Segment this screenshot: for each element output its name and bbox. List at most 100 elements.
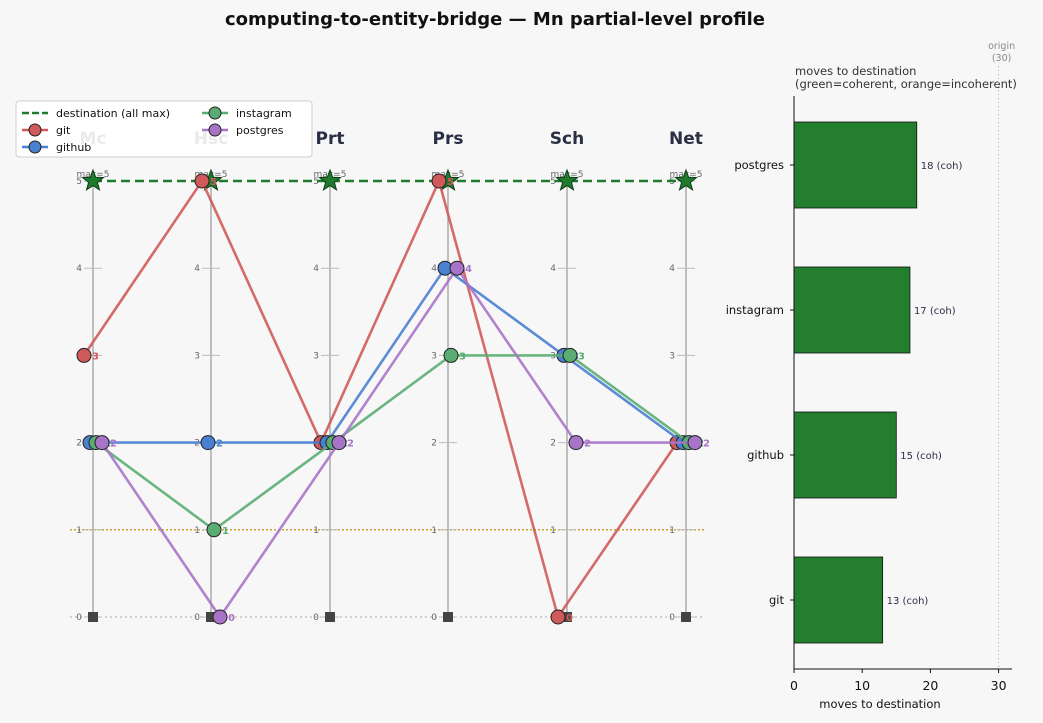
series-point-postgres: [94, 435, 110, 451]
series-value-label: 2: [216, 439, 223, 450]
series-line-postgres: [100, 265, 695, 620]
axis-tick-label: 4: [313, 264, 319, 274]
bar-x-tick-label: 20: [922, 678, 938, 693]
destination-star: [674, 168, 698, 192]
axis-tick-label: 5: [313, 177, 319, 187]
axis-tick-label: 1: [76, 526, 82, 536]
axis-tick-label: 5: [76, 177, 82, 187]
bar-category-label: postgres: [734, 158, 784, 172]
axis-tick-label: 4: [431, 264, 437, 274]
axis-tick-label: 4: [194, 264, 200, 274]
series-line-instagram: [95, 354, 690, 532]
axis-tick-label: 1: [194, 526, 200, 536]
series-point-instagram: [562, 347, 578, 363]
axis-name-Prt: Prt: [316, 129, 345, 149]
series-value-label: 2: [703, 439, 710, 450]
bar-postgres: [793, 121, 918, 209]
origin-marker: [88, 612, 98, 622]
axis-tick-label: 4: [76, 264, 82, 274]
axis-tick-label: 1: [313, 526, 319, 536]
axis-tick-label: 2: [550, 439, 556, 449]
bar-category-label: github: [747, 448, 784, 462]
axis-tick-label: 2: [76, 439, 82, 449]
bar-value-label: 13 (coh): [887, 596, 929, 607]
series-point-postgres: [568, 435, 584, 451]
series-point-postgres: [331, 435, 347, 451]
series-value-label: 2: [347, 439, 354, 450]
bar-category-label: git: [769, 593, 784, 607]
bar-value-label: 18 (coh): [921, 161, 963, 172]
origin-label: origin: [988, 41, 1015, 52]
legend-marker: [208, 106, 222, 120]
series-value-label: 5: [447, 177, 454, 188]
series-value-label: 3: [578, 351, 585, 362]
origin-marker: [325, 612, 335, 622]
axis-tick-label: 4: [550, 264, 556, 274]
axis-tick-label: 1: [550, 526, 556, 536]
axis-tick-label: 4: [669, 264, 675, 274]
legend-label: destination (all max): [56, 107, 170, 120]
series-value-label: 0: [228, 613, 235, 624]
legend-marker: [28, 123, 42, 137]
bar-git: [793, 556, 884, 644]
axis-tick-label: 1: [669, 526, 675, 536]
legend-marker: [208, 123, 222, 137]
axis-tick-label: 1: [431, 526, 437, 536]
origin-marker: [443, 612, 453, 622]
bar-x-label: moves to destination: [819, 697, 940, 711]
bar-value-label: 17 (coh): [914, 306, 956, 317]
axis-tick-label: 2: [431, 439, 437, 449]
axis-tick-label: 0: [194, 613, 200, 623]
bar-x-tick-label: 0: [790, 678, 798, 693]
bar-x-tick-label: 10: [854, 678, 870, 693]
series-point-git: [76, 347, 92, 363]
axis-tick-label: 0: [669, 613, 675, 623]
axis-name-Prs: Prs: [433, 129, 464, 149]
legend-label: postgres: [236, 124, 284, 137]
chart-title: computing-to-entity-bridge — Mn partial-…: [225, 9, 765, 30]
origin-marker: [681, 612, 691, 622]
parallel-coordinates-plot: 012345max=5Mc012345max=5Hsc012345max=5Pr…: [70, 129, 710, 625]
axis-tick-label: 3: [313, 351, 319, 361]
axis-name-Sch: Sch: [550, 129, 584, 149]
moves-bar-chart: moves to destination(green=coherent, ora…: [726, 41, 1017, 711]
bar-chart-title: moves to destination: [795, 64, 916, 78]
destination-star: [81, 168, 105, 192]
legend-label: instagram: [236, 107, 292, 120]
bar-value-label: 15 (coh): [900, 451, 942, 462]
series-point-git: [550, 609, 566, 625]
bar-chart-title: (green=coherent, orange=incoherent): [795, 77, 1017, 91]
series-point-instagram: [443, 347, 459, 363]
legend-marker: [28, 140, 42, 154]
series-point-instagram: [206, 522, 222, 538]
series-value-label: 2: [584, 439, 591, 450]
legend-label: github: [56, 141, 91, 154]
axis-tick-label: 3: [669, 351, 675, 361]
axis-tick-label: 5: [550, 177, 556, 187]
series-point-postgres: [212, 609, 228, 625]
axis-tick-label: 0: [76, 613, 82, 623]
axis-tick-label: 3: [431, 351, 437, 361]
series-value-label: 4: [465, 264, 472, 275]
series-value-label: 3: [459, 351, 466, 362]
origin-label: (30): [992, 53, 1012, 64]
series-line-github: [90, 266, 684, 444]
origin-marker: [562, 612, 572, 622]
axis-tick-label: 0: [313, 613, 319, 623]
series-point-git: [431, 173, 447, 189]
series-point-github: [200, 435, 216, 451]
series-point-git: [194, 173, 210, 189]
origin-marker: [206, 612, 216, 622]
destination-star: [555, 168, 579, 192]
series-value-label: 2: [110, 439, 117, 450]
series-value-label: 3: [92, 351, 99, 362]
series-value-label: 0: [566, 613, 573, 624]
axis-name-Net: Net: [669, 129, 703, 149]
series-point-postgres: [687, 435, 703, 451]
bar-category-label: instagram: [726, 303, 784, 317]
bar-github: [793, 411, 897, 499]
series-line-git: [82, 177, 679, 621]
series-value-label: 5: [210, 177, 217, 188]
